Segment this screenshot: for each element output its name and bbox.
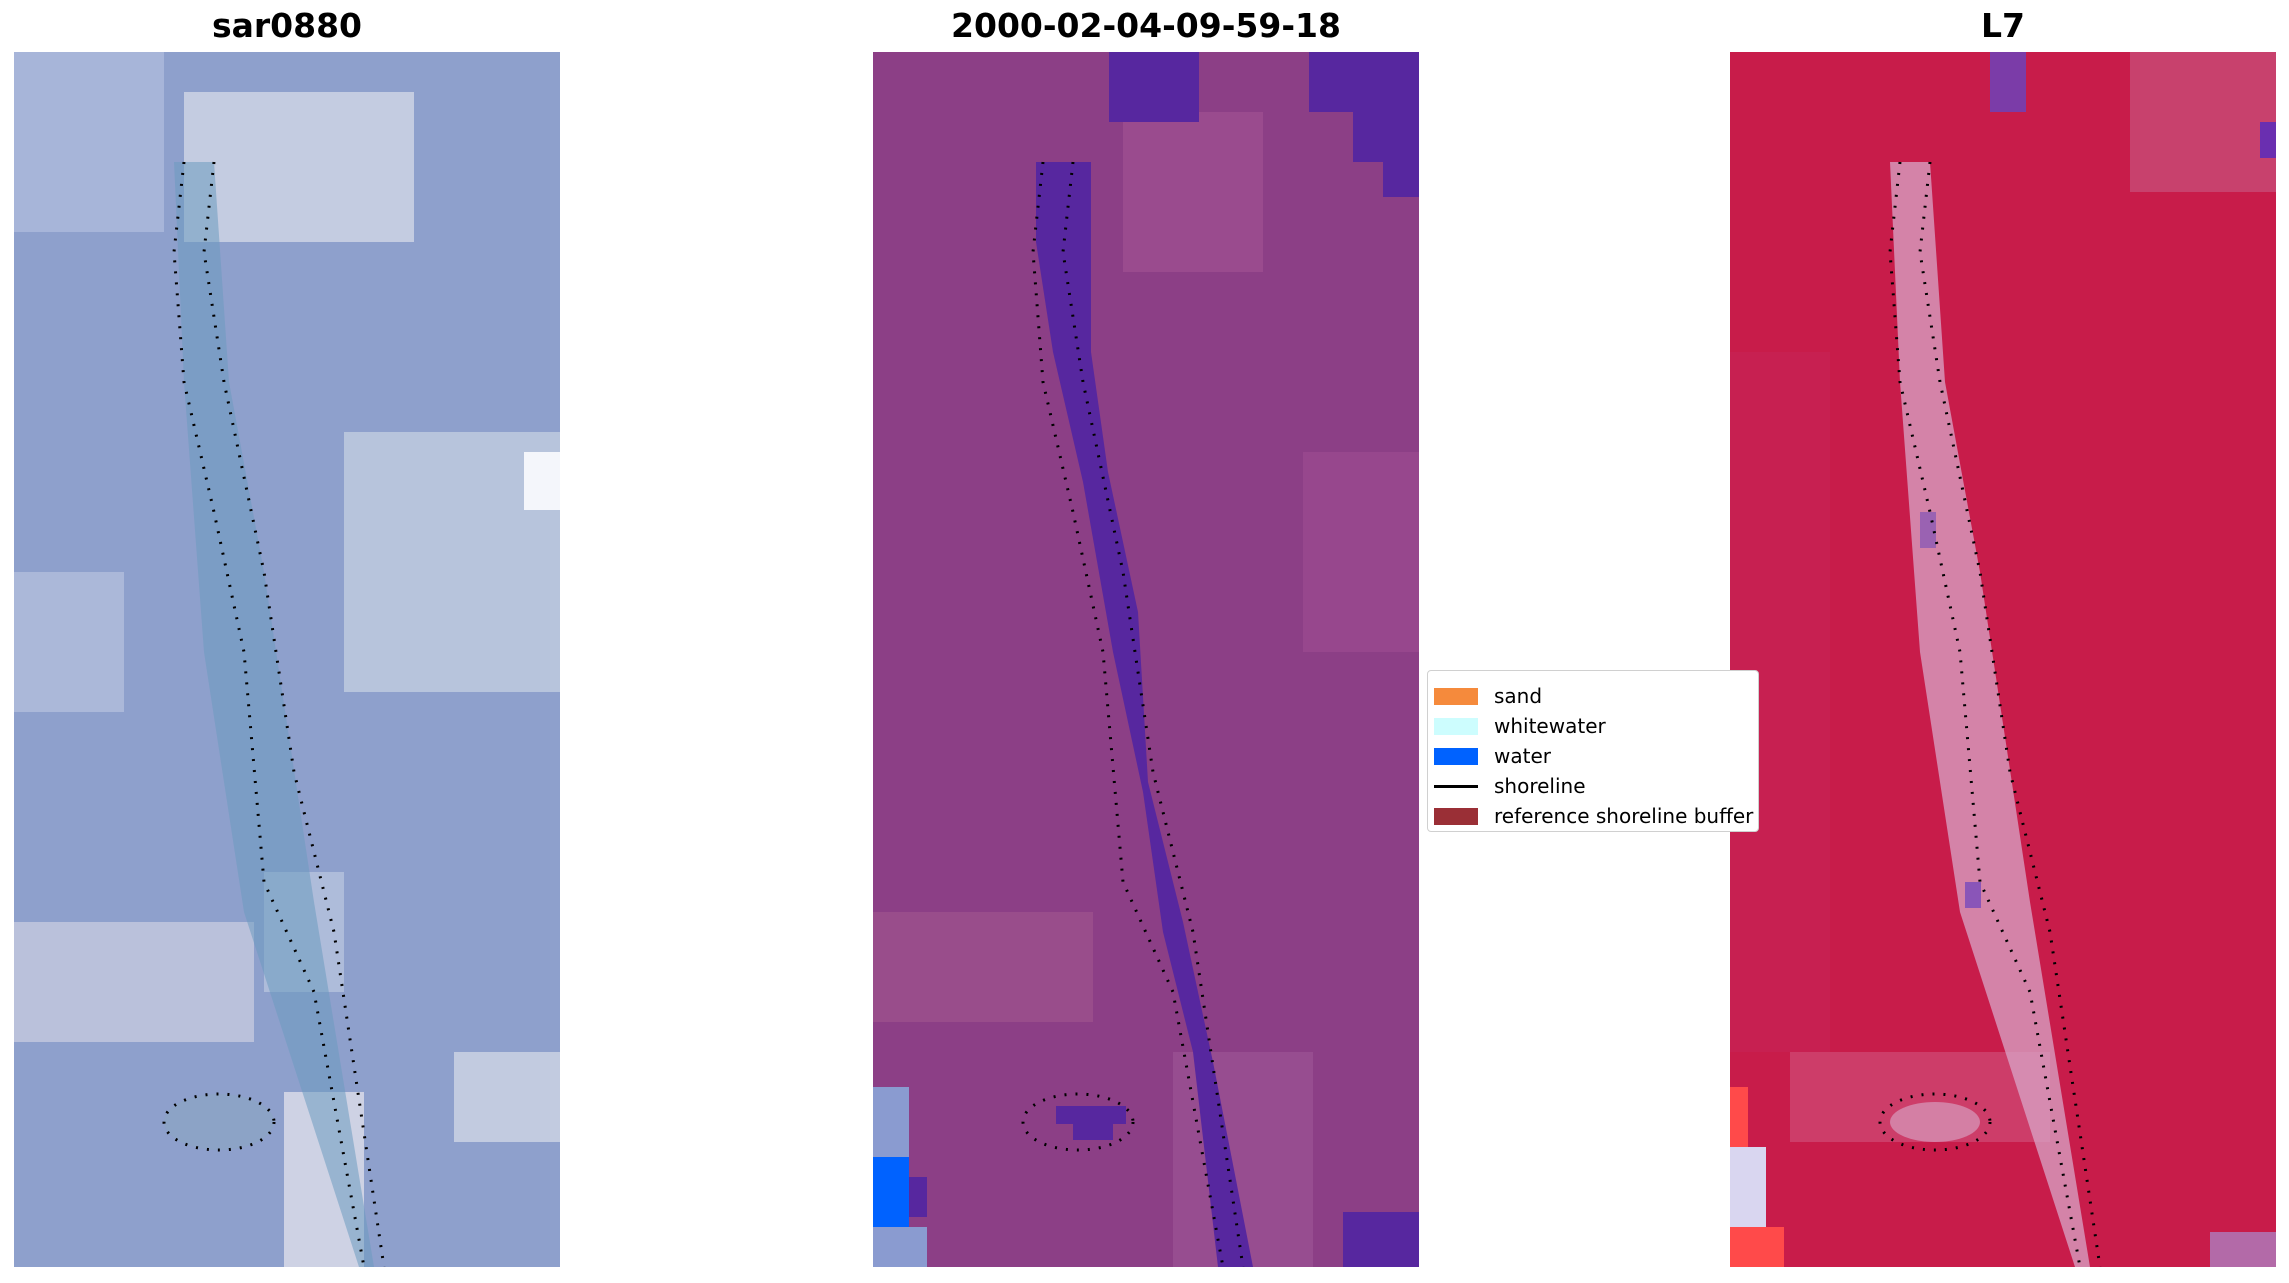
legend-item-reference-buffer: reference shoreline buffer [1434,803,1753,829]
buffer-swatch [1434,807,1478,825]
legend-label: shoreline [1494,774,1586,798]
legend-item-whitewater: whitewater [1434,713,1606,739]
panel-title-rgb: sar0880 [211,6,363,45]
whitewater-swatch [1434,717,1478,735]
legend-label: whitewater [1494,714,1606,738]
classified-image [873,52,1419,1267]
legend-label: reference shoreline buffer [1494,804,1754,828]
legend-item-water: water [1434,743,1551,769]
classified-image-panel [873,52,1419,1267]
swir-image [1730,52,2276,1267]
legend-label: sand [1494,684,1543,708]
panel-title-classified: 2000-02-04-09-59-18 [951,6,1341,45]
legend-label: water [1494,744,1551,768]
rgb-image-panel [14,52,560,1267]
water-swatch [1434,747,1478,765]
shoreline-line-swatch [1434,784,1478,788]
rgb-image [14,52,560,1267]
sand-swatch [1434,687,1478,705]
legend-item-shoreline: shoreline [1434,773,1586,799]
legend: sand whitewater water shoreline referenc… [1427,670,1759,832]
legend-item-sand: sand [1434,683,1542,709]
panel-title-swir: L7 [1981,6,2025,45]
swir-image-panel [1730,52,2276,1267]
